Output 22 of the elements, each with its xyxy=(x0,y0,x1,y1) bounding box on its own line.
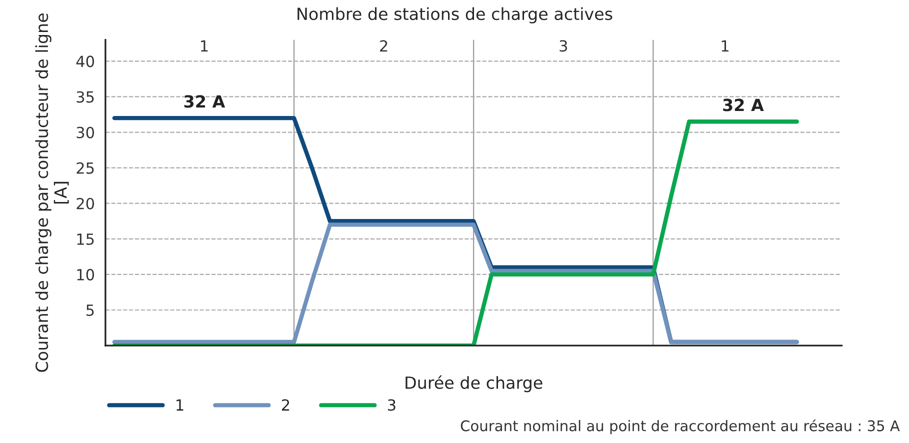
y-axis-title: Courant de charge par conducteur de ligne [A] xyxy=(35,14,69,372)
y-tick-label: 15 xyxy=(77,234,94,245)
text: Courant nominal au point de raccordement au réseau : 35 A xyxy=(460,419,900,434)
annotation: 1 xyxy=(201,40,208,52)
x-axis-title: Durée de charge xyxy=(406,375,542,392)
legend-label: 2 xyxy=(282,399,290,411)
y-tick-label: 30 xyxy=(76,126,94,138)
y-tick-label: 20 xyxy=(76,198,94,210)
annotation: 32 A xyxy=(723,98,764,112)
line-series xyxy=(112,222,799,344)
y-tick-label: 40 xyxy=(76,56,94,68)
y-tick-label: 10 xyxy=(77,268,94,280)
y-tick-label: 25 xyxy=(76,162,94,174)
annotation: 32 A xyxy=(184,95,226,108)
legend-label: 3 xyxy=(388,399,396,411)
annotation: 2 xyxy=(380,40,388,52)
y-tick-label: 5 xyxy=(86,304,94,316)
annotation: 1 xyxy=(722,40,728,52)
legend-label: 1 xyxy=(176,399,184,411)
annotation: 3 xyxy=(560,40,568,52)
chart-title: Nombre de stations de charge actives xyxy=(298,7,612,24)
y-tick-label: 35 xyxy=(76,91,94,103)
